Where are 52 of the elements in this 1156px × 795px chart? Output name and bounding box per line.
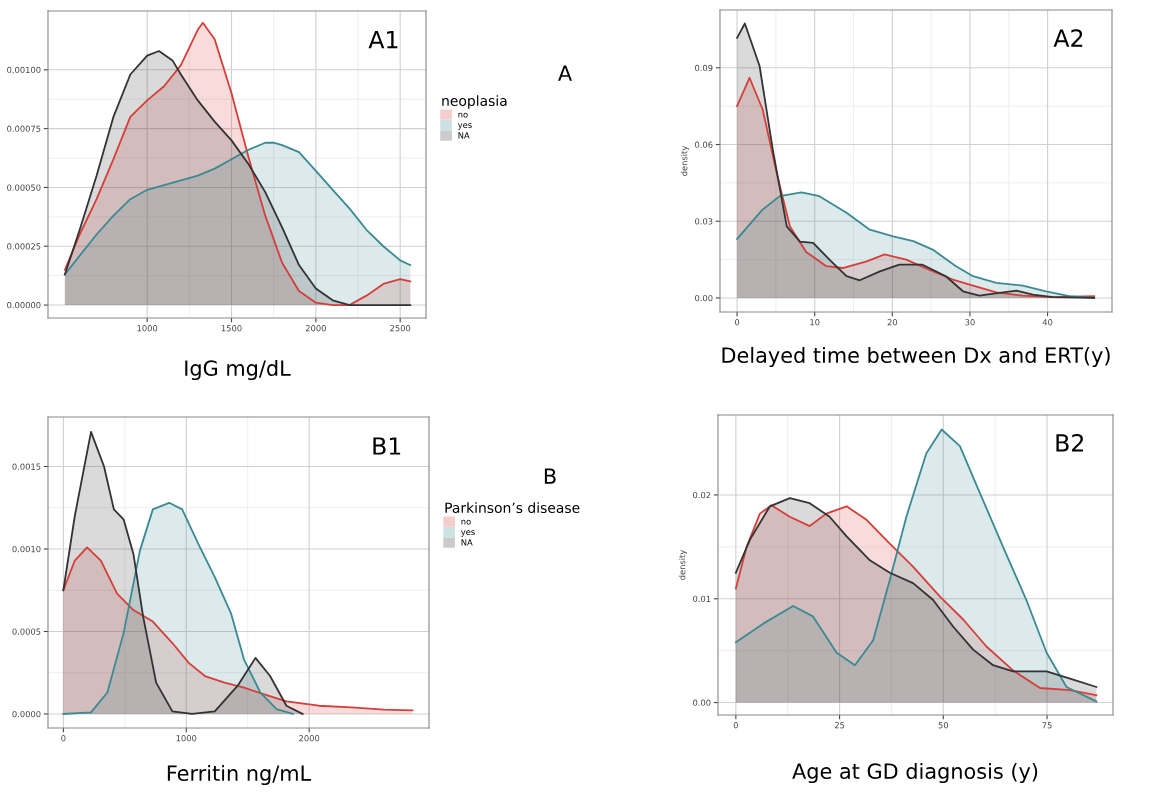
x-tick-label: 0: [61, 735, 66, 742]
y-tick-label: 0.0010: [12, 545, 41, 553]
x-tick-label: 25: [834, 722, 845, 729]
y-axis-title: density: [678, 549, 687, 580]
x-tick-label: 40: [1042, 319, 1053, 326]
x-axis-title: IgG mg/dL: [185, 359, 291, 381]
y-tick-label: 0.00: [695, 294, 713, 302]
text: B: [544, 468, 556, 484]
y-axis-title: density: [680, 145, 689, 176]
x-tick-label: 1000: [176, 735, 197, 742]
x-tick-label: 1500: [221, 325, 242, 332]
legend-label: no: [458, 112, 468, 118]
legend-label: yes: [457, 123, 472, 130]
x-tick-label: 50: [938, 722, 949, 729]
y-tick-label: 0.03: [695, 218, 713, 225]
legend-label: no: [461, 519, 471, 525]
x-tick-label: 1000: [137, 325, 158, 332]
x-tick-label: 0: [734, 319, 740, 326]
y-tick-label: 0.02: [693, 491, 711, 499]
y-tick-label: 0.00: [693, 699, 711, 706]
legend-title: Parkinson’s disease: [445, 502, 580, 513]
legend-title: neoplasia: [442, 95, 507, 109]
x-tick-label: 75: [1042, 722, 1052, 729]
y-tick-label: 0.0015: [12, 463, 41, 470]
annotation: B2: [1056, 433, 1083, 452]
y-tick-label: 0.0005: [12, 628, 41, 635]
legend-label: yes: [461, 530, 475, 537]
y-tick-label: 0.00025: [7, 243, 41, 250]
annotation: A2: [1053, 29, 1083, 47]
x-tick-label: 0: [733, 722, 738, 729]
x-axis-title: Ferritin ng/mL: [167, 764, 312, 786]
x-tick-label: 2500: [390, 325, 411, 332]
x-tick-label: 10: [810, 319, 820, 326]
x-tick-label: 2000: [305, 325, 326, 332]
y-tick-label: 0.06: [695, 141, 713, 148]
y-tick-label: 0.00000: [7, 302, 41, 309]
y-tick-label: 0.00050: [7, 184, 41, 191]
x-tick-label: 30: [965, 319, 975, 326]
legend-label: NA: [458, 132, 470, 139]
x-tick-label: 2000: [299, 735, 320, 742]
x-tick-label: 20: [887, 319, 898, 326]
legend-label: NA: [461, 539, 473, 546]
annotation: A1: [368, 31, 398, 49]
y-tick-label: 0.01: [693, 595, 711, 603]
x-axis-title: Age at GD diagnosis (y): [792, 762, 1038, 784]
y-tick-label: 0.00100: [7, 66, 41, 74]
y-tick-label: 0.0000: [12, 710, 41, 718]
x-axis-title: Delayed time between Dx and ERT(y): [722, 346, 1110, 368]
y-tick-label: 0.00075: [7, 125, 41, 132]
text: A: [558, 65, 572, 81]
y-tick-label: 0.09: [695, 64, 713, 72]
annotation: B1: [373, 437, 401, 455]
